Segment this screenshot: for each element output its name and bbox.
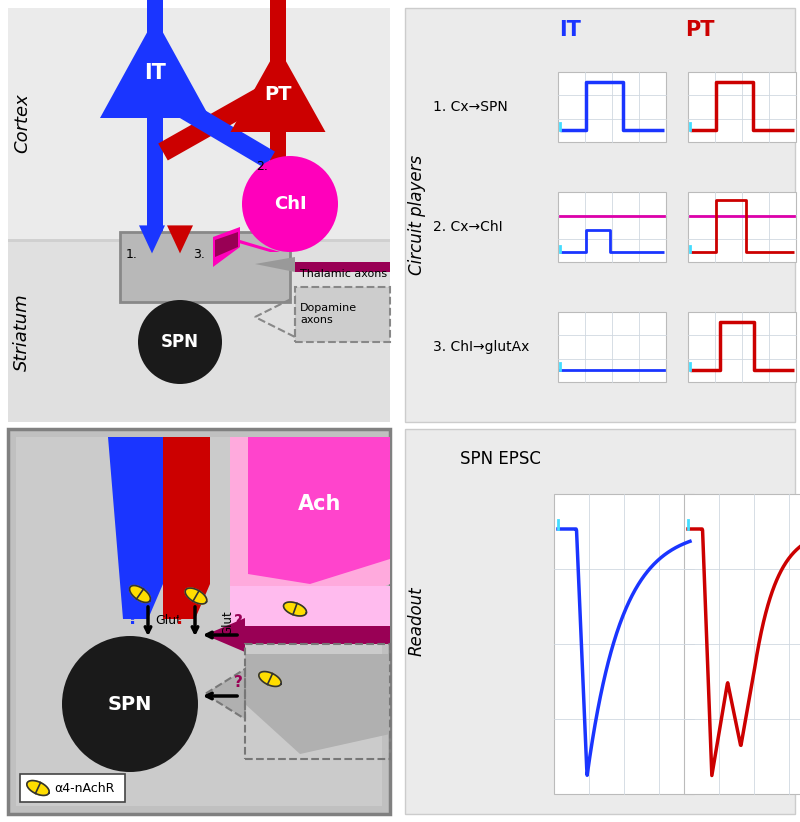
Text: Thalamic axons: Thalamic axons <box>300 269 387 279</box>
Polygon shape <box>215 232 238 257</box>
Polygon shape <box>108 437 163 619</box>
Text: PT: PT <box>264 85 292 104</box>
Text: 2.: 2. <box>256 160 268 173</box>
Polygon shape <box>100 18 210 118</box>
Text: SPN EPSC: SPN EPSC <box>460 450 541 468</box>
Polygon shape <box>255 257 295 272</box>
Polygon shape <box>213 227 240 267</box>
Circle shape <box>242 156 338 252</box>
Text: Circuit players: Circuit players <box>408 155 426 275</box>
Text: PT: PT <box>686 20 714 40</box>
Bar <box>245 644 390 759</box>
Polygon shape <box>283 602 306 616</box>
Polygon shape <box>230 586 390 626</box>
Bar <box>270 0 286 239</box>
Polygon shape <box>167 225 193 253</box>
Polygon shape <box>248 437 390 584</box>
Polygon shape <box>259 672 281 686</box>
Polygon shape <box>185 588 207 604</box>
Text: Ach: Ach <box>298 494 342 514</box>
Polygon shape <box>245 654 390 754</box>
Polygon shape <box>218 237 280 252</box>
Bar <box>245 626 390 644</box>
Bar <box>684 494 800 794</box>
Text: ?: ? <box>128 610 138 628</box>
Text: SPN: SPN <box>161 333 199 351</box>
Bar <box>8 429 390 814</box>
Bar <box>147 0 163 239</box>
Polygon shape <box>230 437 390 619</box>
Text: Dopamine
axons: Dopamine axons <box>300 303 357 325</box>
Text: Glut: Glut <box>222 610 234 635</box>
Polygon shape <box>27 781 49 796</box>
Bar <box>120 232 290 302</box>
Text: α4-nAchR: α4-nAchR <box>54 782 114 795</box>
Text: 1.: 1. <box>126 247 138 261</box>
Circle shape <box>62 636 198 772</box>
Bar <box>688 72 796 142</box>
Polygon shape <box>205 618 245 652</box>
Bar <box>405 429 795 814</box>
Text: Striatum: Striatum <box>13 293 31 371</box>
Bar <box>295 262 390 272</box>
Text: ChI: ChI <box>274 195 306 213</box>
Text: 3.: 3. <box>193 247 205 261</box>
Polygon shape <box>163 437 210 619</box>
Polygon shape <box>230 47 326 132</box>
Bar <box>295 287 390 342</box>
Text: Glut: Glut <box>155 615 181 627</box>
Text: ?: ? <box>234 675 242 690</box>
Bar <box>16 437 382 806</box>
Text: Cortex: Cortex <box>13 93 31 153</box>
Text: SPN: SPN <box>108 695 152 713</box>
Polygon shape <box>139 225 165 253</box>
Bar <box>8 242 390 422</box>
Bar <box>554 494 694 794</box>
Text: 1. Cx→SPN: 1. Cx→SPN <box>433 100 508 114</box>
Polygon shape <box>130 585 150 603</box>
Text: IT: IT <box>559 20 581 40</box>
Text: ?: ? <box>234 615 242 630</box>
Bar <box>8 8 390 422</box>
Circle shape <box>138 300 222 384</box>
Bar <box>405 8 795 422</box>
Text: IT: IT <box>144 63 166 83</box>
Bar <box>295 287 390 342</box>
Bar <box>688 312 796 382</box>
Bar <box>558 72 666 142</box>
Bar <box>8 239 390 242</box>
Bar <box>20 774 125 802</box>
Text: ?: ? <box>175 610 185 628</box>
Bar <box>558 312 666 382</box>
Bar <box>688 192 796 262</box>
Bar <box>558 192 666 262</box>
Text: 3. ChI→glutAx: 3. ChI→glutAx <box>433 340 530 354</box>
Text: 2. Cx→ChI: 2. Cx→ChI <box>433 220 502 234</box>
Polygon shape <box>205 669 245 719</box>
Text: Readout: Readout <box>408 587 426 656</box>
